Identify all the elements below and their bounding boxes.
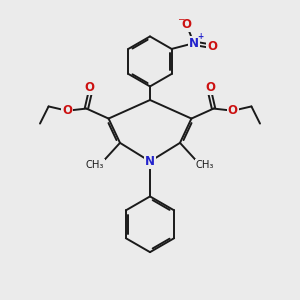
Text: N: N	[145, 155, 155, 168]
Text: O: O	[62, 104, 72, 117]
Text: CH₃: CH₃	[196, 160, 214, 170]
Text: +: +	[197, 32, 204, 41]
Text: O: O	[207, 40, 218, 52]
Text: CH₃: CH₃	[86, 160, 104, 170]
Text: O: O	[228, 104, 238, 117]
Text: N: N	[189, 37, 199, 50]
Text: −: −	[177, 14, 185, 23]
Text: O: O	[181, 18, 191, 31]
Text: O: O	[84, 81, 94, 94]
Text: O: O	[206, 81, 216, 94]
